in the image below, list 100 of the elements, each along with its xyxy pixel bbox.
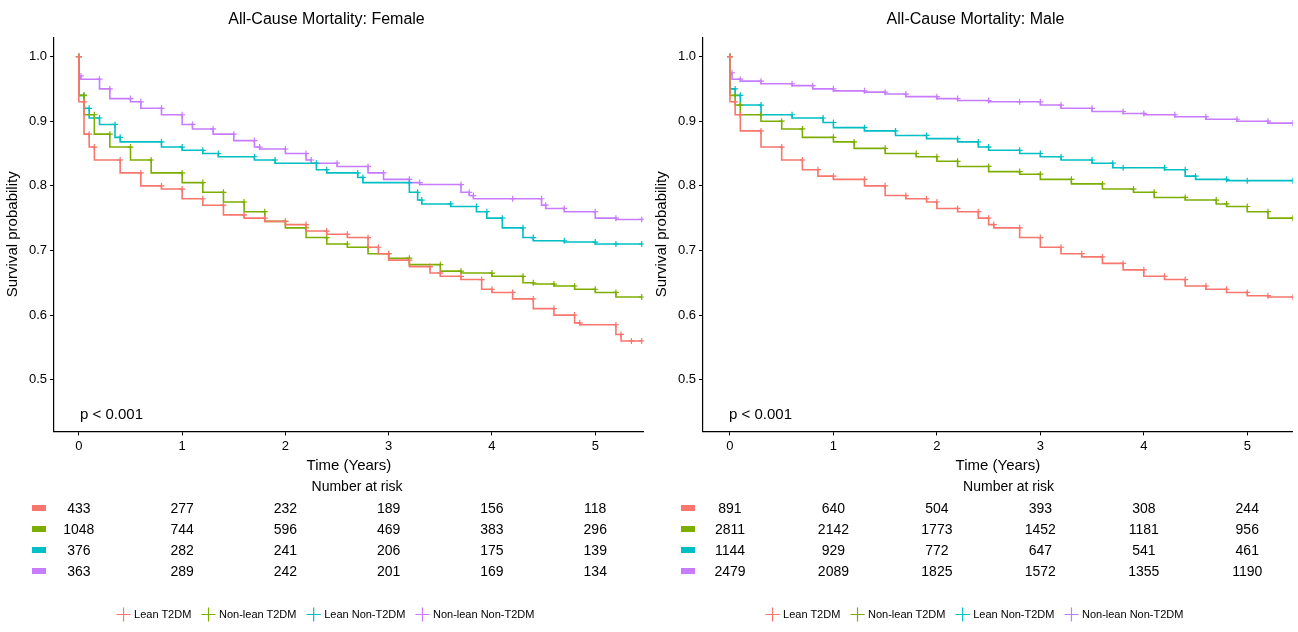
point: [1098, 180, 1107, 188]
text: 647: [1028, 542, 1053, 558]
point: [731, 85, 739, 93]
point: [612, 288, 620, 297]
y-tick-label: 1.0: [28, 48, 48, 64]
point: [829, 172, 838, 180]
chart-title: All-Cause Mortality: Male: [886, 10, 1065, 28]
point: [488, 285, 496, 293]
text: 232: [273, 500, 298, 516]
x-tick-label: 1: [829, 437, 838, 453]
legend-label: Lean Non-T2DM: [973, 607, 1055, 620]
text: 1144: [714, 542, 746, 558]
point: [757, 101, 765, 109]
text: 772: [925, 542, 949, 558]
x-tick-label: 5: [1243, 437, 1251, 453]
y-tick-label: 0.6: [677, 306, 697, 322]
point: [612, 321, 620, 329]
text: 461: [1235, 542, 1259, 558]
text: 744: [170, 521, 194, 537]
text: 433: [67, 500, 91, 516]
y-tick-label: 0.7: [677, 242, 697, 258]
annotation: p < 0.001: [80, 405, 144, 423]
x-axis-title: Time (Years): [955, 456, 1041, 474]
text: 891: [718, 500, 742, 516]
text: 1572: [1024, 563, 1056, 579]
point: [617, 330, 625, 339]
point: [788, 111, 796, 119]
point: [736, 101, 744, 109]
point: [178, 111, 186, 119]
point: [178, 169, 186, 177]
point: [116, 156, 124, 164]
point: [240, 211, 248, 219]
point: [364, 233, 372, 242]
point: [1057, 243, 1065, 251]
y-tick-label: 0.5: [28, 371, 48, 387]
point: [519, 272, 527, 280]
text: 1825: [921, 563, 953, 579]
text: 169: [480, 563, 504, 579]
x-tick-label: 3: [1036, 437, 1044, 453]
point: [519, 224, 527, 232]
legend-label: Lean T2DM: [134, 607, 192, 620]
y-tick-label: 0.8: [28, 177, 48, 193]
text: 640: [821, 500, 846, 516]
legend-label: Non-lean T2DM: [219, 607, 297, 620]
point: [933, 153, 941, 161]
text: 189: [377, 500, 401, 516]
point: [364, 162, 372, 171]
x-tick-label: 1: [178, 437, 186, 453]
text: 242: [273, 563, 298, 579]
text: 929: [821, 542, 846, 558]
point: [1212, 196, 1220, 204]
point: [1264, 208, 1272, 216]
y-tick-label: 0.8: [677, 177, 697, 193]
y-tick-label: 0.7: [28, 242, 48, 258]
legend-label: Non-lean Non-T2DM: [432, 607, 535, 620]
point: [529, 295, 537, 303]
x-tick-label: 2: [933, 437, 941, 453]
text: 1452: [1024, 521, 1056, 537]
x-tick-label: 4: [1140, 437, 1148, 453]
point: [77, 72, 85, 80]
point: [1119, 164, 1127, 172]
point: [814, 166, 822, 174]
point: [111, 120, 119, 129]
text: 277: [170, 500, 194, 516]
text: 206: [377, 542, 401, 558]
text: 596: [273, 521, 298, 537]
text: Number at risk: [311, 478, 403, 494]
point: [974, 138, 982, 146]
text: 296: [583, 521, 607, 537]
point: [798, 156, 806, 164]
point: [85, 130, 93, 138]
text: 175: [480, 542, 504, 558]
x-axis-title: Time (Years): [306, 456, 392, 474]
x-tick-label: 3: [385, 437, 393, 453]
point: [819, 114, 827, 122]
text: 1773: [921, 521, 953, 537]
point: [778, 143, 786, 151]
text: 308: [1132, 500, 1156, 516]
text: 393: [1028, 500, 1053, 516]
point: [757, 127, 765, 135]
y-tick-label: 0.9: [28, 112, 48, 128]
point: [1129, 185, 1138, 193]
point: [757, 77, 765, 85]
legend-label: Lean Non-T2DM: [324, 607, 406, 620]
text: 1181: [1128, 521, 1159, 537]
text: 118: [584, 500, 607, 516]
chart-title: All-Cause Mortality: Female: [228, 10, 425, 28]
text: 1048: [63, 521, 95, 537]
point: [457, 180, 465, 189]
point: [1088, 104, 1096, 112]
point: [1202, 113, 1210, 121]
point: [731, 98, 739, 106]
point: [1098, 253, 1107, 261]
point: [591, 238, 599, 246]
y-axis-title: Survival probability: [3, 170, 21, 298]
text: 289: [170, 563, 194, 579]
point: [95, 114, 104, 122]
text: 2089: [817, 563, 849, 579]
point: [612, 214, 620, 222]
point: [788, 80, 796, 88]
